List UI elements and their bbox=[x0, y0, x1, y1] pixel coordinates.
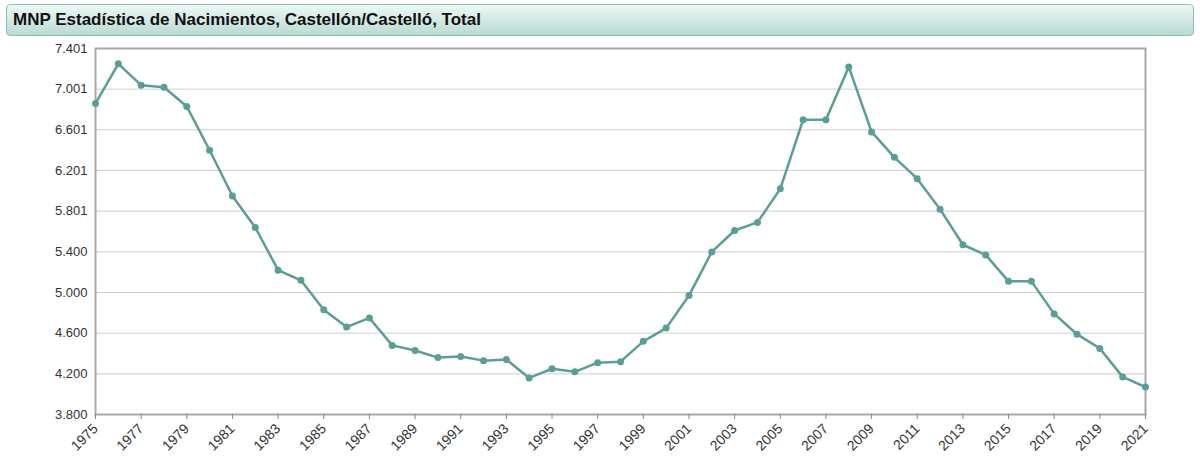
svg-text:1987: 1987 bbox=[341, 420, 374, 453]
svg-text:2007: 2007 bbox=[798, 420, 831, 453]
svg-text:1975: 1975 bbox=[67, 420, 100, 453]
svg-text:1979: 1979 bbox=[159, 420, 192, 453]
svg-text:1985: 1985 bbox=[296, 420, 329, 453]
svg-text:1995: 1995 bbox=[524, 420, 557, 453]
svg-text:7.001: 7.001 bbox=[55, 81, 88, 96]
svg-text:2021: 2021 bbox=[1117, 420, 1150, 453]
svg-text:7.401: 7.401 bbox=[55, 41, 88, 56]
svg-text:6.201: 6.201 bbox=[55, 163, 88, 178]
svg-text:1999: 1999 bbox=[615, 420, 648, 453]
svg-text:4.200: 4.200 bbox=[55, 366, 88, 381]
svg-text:2003: 2003 bbox=[707, 420, 740, 453]
svg-text:1991: 1991 bbox=[433, 420, 466, 453]
svg-text:1977: 1977 bbox=[113, 420, 146, 453]
svg-text:2009: 2009 bbox=[844, 420, 877, 453]
svg-text:6.601: 6.601 bbox=[55, 122, 88, 137]
svg-text:5.000: 5.000 bbox=[55, 285, 88, 300]
svg-text:3.800: 3.800 bbox=[55, 407, 88, 422]
svg-text:1981: 1981 bbox=[204, 420, 237, 453]
svg-text:2017: 2017 bbox=[1026, 420, 1059, 453]
svg-text:2001: 2001 bbox=[661, 420, 694, 453]
html-text:MNP Estadística de Nacimientos: MNP Estadística de Nacimientos, Castelló… bbox=[13, 10, 481, 29]
svg-text:2019: 2019 bbox=[1072, 420, 1105, 453]
svg-text:5.801: 5.801 bbox=[55, 203, 88, 218]
svg-text:2013: 2013 bbox=[935, 420, 968, 453]
svg-text:1983: 1983 bbox=[250, 420, 283, 453]
svg-text:1993: 1993 bbox=[478, 420, 511, 453]
svg-text:2011: 2011 bbox=[890, 420, 923, 453]
svg-text:2015: 2015 bbox=[980, 420, 1013, 453]
svg-text:1997: 1997 bbox=[570, 420, 603, 453]
svg-text:4.600: 4.600 bbox=[55, 325, 88, 340]
svg-text:5.400: 5.400 bbox=[55, 244, 88, 259]
svg-text:2005: 2005 bbox=[752, 420, 785, 453]
svg-text:1989: 1989 bbox=[387, 420, 420, 453]
